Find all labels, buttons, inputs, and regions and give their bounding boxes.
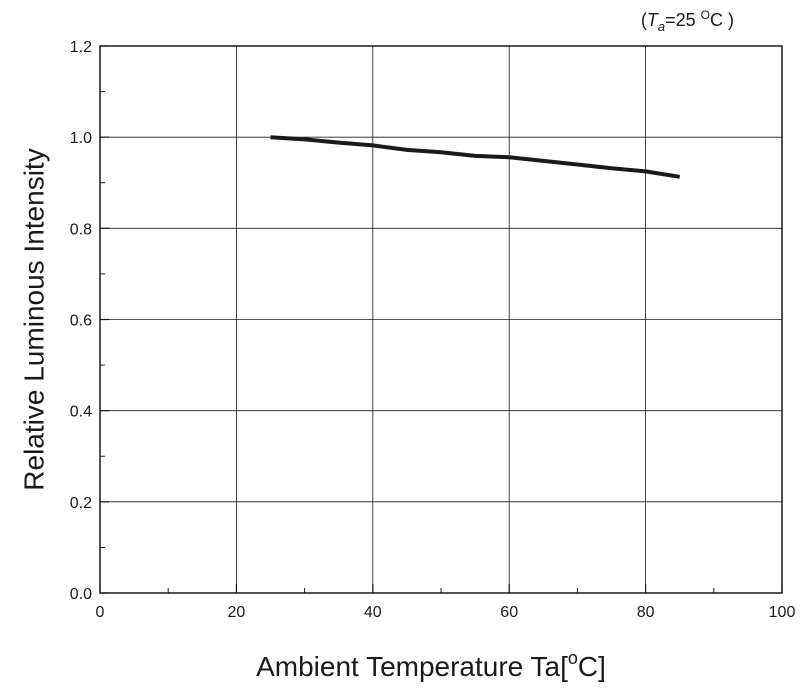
tick-labels: 0 20 40 60 80 100 0.0 0.2 0.4 0.6 0.8 1.0 1.2 <box>70 39 796 621</box>
y-axis-label: Relative Luminous Intensity <box>18 148 49 490</box>
annotation-value: =25 <box>665 10 701 30</box>
x-axis-label-text: Ambient Temperature Ta[ <box>256 651 568 682</box>
annotation-symbol: T <box>647 10 660 30</box>
annotation-unit: C ) <box>710 10 734 30</box>
series-line <box>270 135 681 179</box>
y-tick-label: 0.2 <box>70 495 92 512</box>
series-layer <box>270 135 681 179</box>
annotation-degree: O <box>701 8 710 22</box>
x-tick-label: 60 <box>500 604 518 621</box>
x-tick-label: 80 <box>637 604 655 621</box>
y-tick-label: 0.4 <box>70 404 92 421</box>
x-axis-label-unit: C] <box>578 651 606 682</box>
x-tick-label: 20 <box>228 604 246 621</box>
annotation-subscript: a <box>658 19 665 34</box>
y-tick-label: 1.0 <box>70 130 92 147</box>
x-axis-label-degree: o <box>568 648 578 668</box>
annotation-open: ( <box>641 10 647 30</box>
x-tick-label: 40 <box>364 604 382 621</box>
x-tick-label: 100 <box>769 604 796 621</box>
y-tick-label: 0.6 <box>70 313 92 330</box>
y-tick-label: 0.0 <box>70 586 92 603</box>
y-tick-label: 1.2 <box>70 39 92 56</box>
y-tick-label: 0.8 <box>70 221 92 238</box>
plot-frame <box>99 45 783 594</box>
temperature-annotation: (Ta=25 OC ) <box>641 8 734 34</box>
x-tick-label: 0 <box>96 604 105 621</box>
x-axis-label: Ambient Temperature Ta[oC] <box>256 648 606 682</box>
grid-lines <box>100 46 782 593</box>
